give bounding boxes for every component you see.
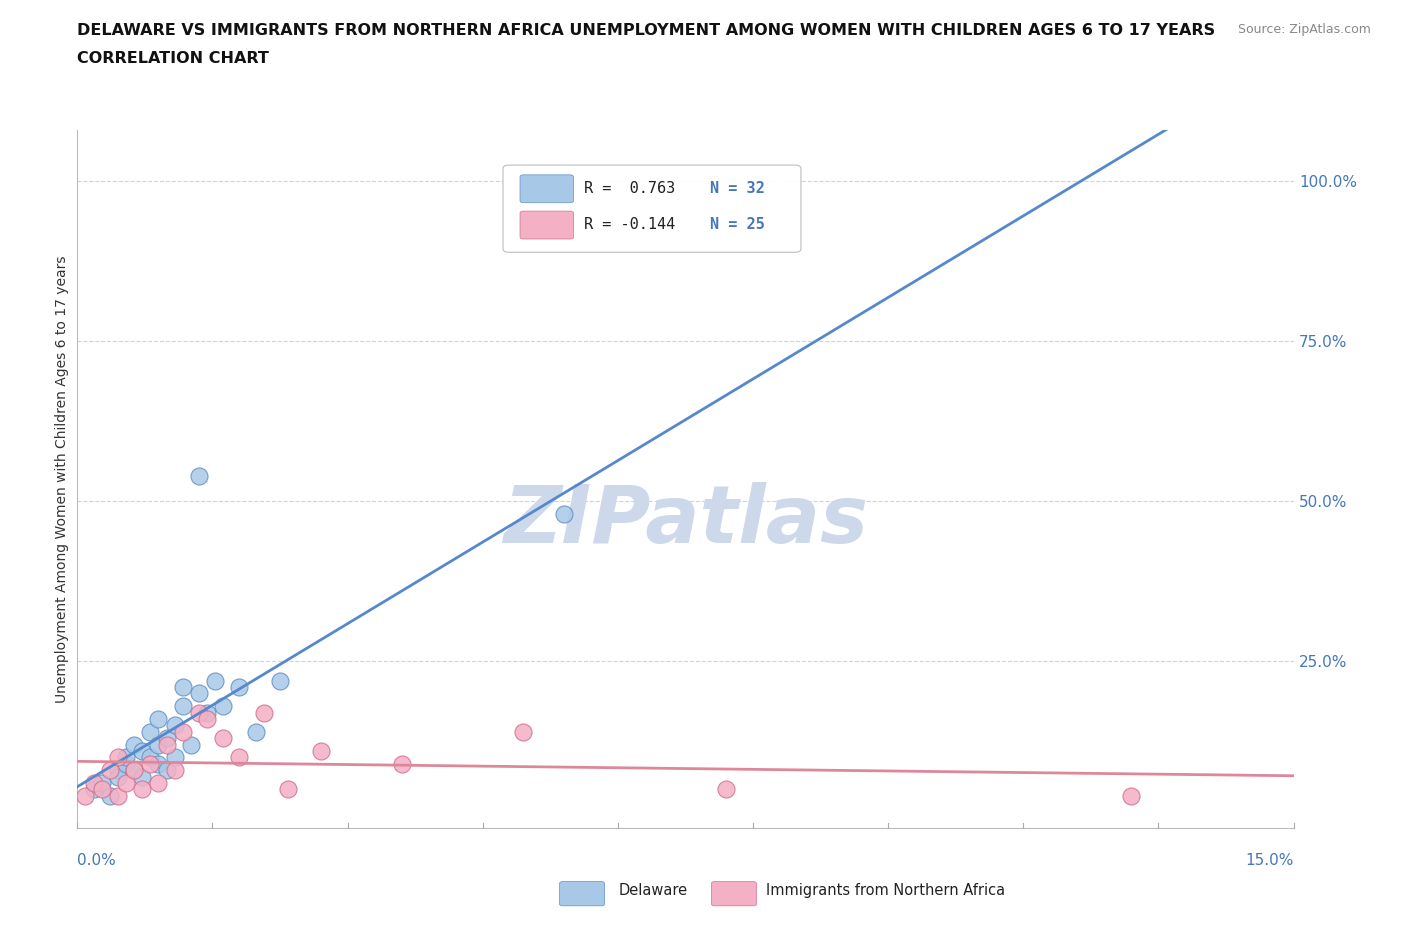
- Point: [1121, 789, 1143, 804]
- Text: N = 32: N = 32: [710, 180, 765, 195]
- FancyBboxPatch shape: [503, 166, 801, 252]
- Point: [553, 507, 575, 522]
- Point: [139, 756, 162, 771]
- Point: [277, 782, 299, 797]
- Point: [188, 705, 211, 720]
- Point: [115, 756, 138, 771]
- Point: [131, 782, 153, 797]
- Point: [139, 724, 162, 739]
- Point: [148, 776, 170, 790]
- Point: [163, 763, 186, 777]
- Point: [228, 750, 250, 764]
- Text: 0.0%: 0.0%: [77, 854, 117, 869]
- Point: [228, 680, 250, 695]
- Text: 15.0%: 15.0%: [1246, 854, 1294, 869]
- Point: [309, 743, 332, 758]
- FancyBboxPatch shape: [520, 211, 574, 239]
- FancyBboxPatch shape: [520, 175, 574, 203]
- Point: [155, 737, 177, 752]
- Point: [195, 711, 218, 726]
- Point: [714, 782, 737, 797]
- Text: R =  0.763: R = 0.763: [585, 180, 676, 195]
- Point: [512, 724, 534, 739]
- Point: [139, 750, 162, 764]
- Point: [212, 698, 235, 713]
- Point: [155, 763, 177, 777]
- Point: [122, 737, 145, 752]
- Text: CORRELATION CHART: CORRELATION CHART: [77, 51, 269, 66]
- Point: [253, 705, 276, 720]
- Text: R = -0.144: R = -0.144: [585, 217, 676, 232]
- Point: [90, 776, 112, 790]
- Point: [148, 756, 170, 771]
- Point: [155, 731, 177, 746]
- Point: [188, 686, 211, 701]
- Point: [188, 469, 211, 484]
- Point: [148, 737, 170, 752]
- Point: [107, 763, 129, 777]
- Point: [172, 680, 194, 695]
- Text: Source: ZipAtlas.com: Source: ZipAtlas.com: [1237, 23, 1371, 36]
- Text: Immigrants from Northern Africa: Immigrants from Northern Africa: [766, 883, 1005, 897]
- Point: [107, 750, 129, 764]
- Text: DELAWARE VS IMMIGRANTS FROM NORTHERN AFRICA UNEMPLOYMENT AMONG WOMEN WITH CHILDR: DELAWARE VS IMMIGRANTS FROM NORTHERN AFR…: [77, 23, 1215, 38]
- Point: [195, 705, 218, 720]
- Text: N = 25: N = 25: [710, 217, 765, 232]
- Point: [90, 782, 112, 797]
- Point: [83, 782, 105, 797]
- Point: [115, 776, 138, 790]
- Point: [122, 763, 145, 777]
- Point: [83, 776, 105, 790]
- Point: [391, 756, 413, 771]
- Point: [212, 731, 235, 746]
- Point: [131, 743, 153, 758]
- Point: [98, 789, 121, 804]
- Y-axis label: Unemployment Among Women with Children Ages 6 to 17 years: Unemployment Among Women with Children A…: [55, 255, 69, 703]
- Point: [245, 724, 267, 739]
- Point: [98, 763, 121, 777]
- Point: [204, 673, 226, 688]
- Point: [107, 769, 129, 784]
- Point: [107, 789, 129, 804]
- Point: [148, 711, 170, 726]
- Text: ZIPatlas: ZIPatlas: [503, 482, 868, 560]
- Point: [122, 763, 145, 777]
- Point: [172, 698, 194, 713]
- Point: [131, 769, 153, 784]
- Point: [163, 750, 186, 764]
- Point: [115, 750, 138, 764]
- Point: [180, 737, 202, 752]
- Point: [269, 673, 291, 688]
- Text: Delaware: Delaware: [619, 883, 688, 897]
- Point: [172, 724, 194, 739]
- Point: [75, 789, 97, 804]
- Point: [163, 718, 186, 733]
